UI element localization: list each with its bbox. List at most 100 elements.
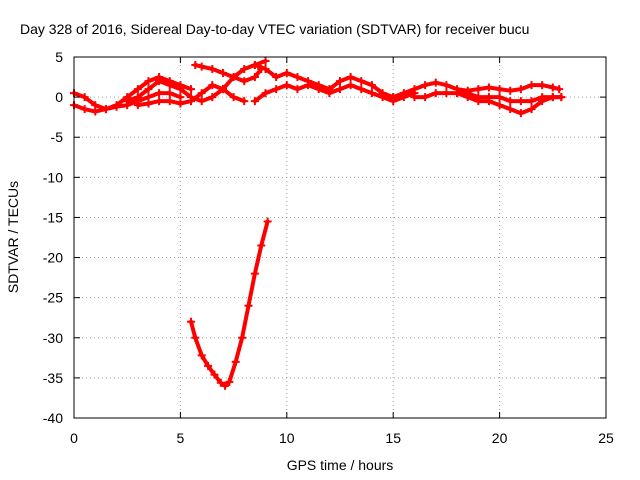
data-point [191,333,200,342]
data-point [325,89,334,98]
data-point [187,97,196,106]
data-point [261,65,270,74]
x-tick-label: 5 [177,430,185,446]
x-axis-title: GPS time / hours [287,457,394,473]
data-point [548,93,557,102]
data-point [229,93,238,102]
data-point [282,81,291,90]
data-point [527,81,536,90]
series-dip [187,217,272,390]
data-point [346,73,355,82]
data-point [165,89,174,98]
data-point [431,89,440,98]
data-point [495,101,504,110]
data-point [155,89,164,98]
data-point [421,93,430,102]
data-point [229,73,238,82]
data-point [257,241,266,250]
series-sat-a [70,73,196,114]
data-point [527,97,536,106]
plot-series [70,57,566,390]
data-point [197,62,206,71]
y-tick-label: 5 [55,49,63,65]
y-axis-title: SDTVAR / TECUs [5,181,21,293]
data-point [506,86,515,95]
data-point [378,93,387,102]
data-point [240,65,249,74]
data-point [101,105,110,114]
data-point [176,85,185,94]
data-point [208,65,217,74]
data-point [495,85,504,94]
data-point [346,81,355,90]
data-point [431,78,440,87]
data-point [357,77,366,86]
data-point [123,97,132,106]
y-tick-label: 0 [55,89,63,105]
data-point [421,81,430,90]
data-point [410,93,419,102]
data-point [336,85,344,94]
series-sat-d [133,81,249,110]
data-point [293,85,302,94]
data-point [263,217,272,226]
series-line [189,219,270,388]
data-point [216,378,225,387]
data-point [210,370,219,379]
series-line [252,83,417,104]
series-sat-h [389,78,564,102]
data-point [187,317,196,326]
data-point [244,301,253,310]
grid [74,57,606,418]
data-point [474,93,483,102]
data-point [197,97,206,106]
data-point [208,81,217,90]
data-point [250,269,259,278]
data-point [555,85,564,94]
x-tick-label: 15 [385,430,401,446]
data-point [484,93,493,102]
x-tick-label: 0 [70,430,78,446]
data-point [204,361,213,370]
y-tick-label: -10 [43,169,63,185]
data-point [165,97,174,106]
data-point [367,81,376,90]
series-sat-j [453,89,566,106]
chart-title: Day 328 of 2016, Sidereal Day-to-day VTE… [20,21,529,37]
data-point [250,61,259,70]
data-point [272,73,281,82]
data-point [261,89,270,98]
data-point [218,69,227,78]
data-point [548,83,557,92]
data-point [389,93,398,102]
data-point [144,85,153,94]
data-point [272,85,281,94]
data-point [187,85,196,94]
data-point [165,81,174,90]
data-point [176,99,185,108]
data-point [240,77,249,86]
data-point [357,85,366,94]
data-point [282,69,291,78]
data-point [133,101,142,110]
data-point [484,83,493,92]
data-point [463,89,472,98]
data-point [133,93,142,102]
data-point [191,61,200,70]
data-point [218,85,227,94]
x-tick-label: 25 [598,430,614,446]
data-point [506,105,515,114]
data-point [197,351,206,360]
data-point [399,89,408,98]
data-point [293,73,302,82]
y-tick-label: -35 [43,370,63,386]
x-tick-label: 20 [492,430,508,446]
data-point [240,97,249,106]
data-point [336,77,344,86]
data-point [506,97,515,106]
data-point [144,77,153,86]
data-point [304,81,313,90]
data-point [516,97,525,106]
data-point [453,89,462,98]
